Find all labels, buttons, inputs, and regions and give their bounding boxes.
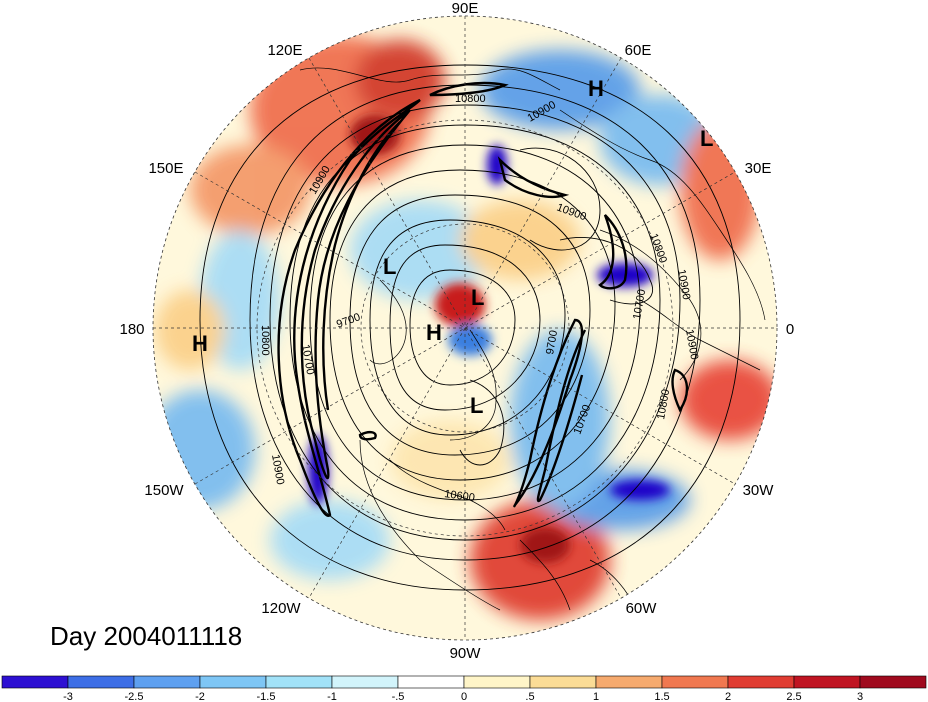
graticule [153, 16, 777, 640]
contour-label: 10900 [675, 268, 692, 300]
colorbar-tick-label: 0 [461, 691, 467, 702]
lon-label-150e: 150E [148, 160, 183, 177]
low-pressure-marker: L [700, 126, 713, 151]
longitude-labels: 90E 60E 30E 0 30W 60W 90W 120W 150W 180 … [119, 0, 794, 662]
lon-label-90e: 90E [452, 0, 479, 17]
low-pressure-marker: L [471, 285, 484, 310]
jet-streaks [277, 81, 689, 517]
colorbar-swatch [199, 675, 267, 689]
contour-label: 10800 [259, 325, 271, 356]
lon-label-0: 0 [786, 321, 794, 338]
lon-label-30w: 30W [743, 482, 775, 499]
colorbar-swatch [859, 675, 927, 689]
contour-label: 10700 [299, 343, 316, 375]
high-pressure-marker: H [192, 331, 208, 356]
lon-label-120w: 120W [261, 600, 301, 617]
contour-label: 10700 [631, 288, 648, 320]
colorbar-swatch [463, 675, 531, 689]
colorbar-swatch [331, 675, 399, 689]
colorbar-tick-label: .5 [525, 691, 534, 702]
day-label: Day 2004011118 [50, 621, 242, 651]
colorbar-tick-label: -.5 [392, 691, 405, 702]
colorbar-tick-label: 2 [725, 691, 731, 702]
colorbar-tick-label: 1 [593, 691, 599, 702]
colorbar-swatch [595, 675, 663, 689]
lon-label-180: 180 [119, 321, 144, 338]
colorbar-swatch [529, 675, 597, 689]
colorbar-swatch [727, 675, 795, 689]
high-pressure-marker: H [588, 76, 604, 101]
lon-label-120e: 120E [267, 42, 302, 59]
contour-label: 10800 [455, 93, 486, 105]
pressure-systems: H L H L L H L [192, 76, 713, 418]
lon-label-150w: 150W [144, 482, 184, 499]
contour-label: 9700 [544, 329, 560, 355]
map-boundary [152, 15, 778, 641]
colorbar-swatch [1, 675, 69, 689]
colorbar-tick-label: -2 [195, 691, 205, 702]
colorbar-tick-label: -3 [63, 691, 73, 702]
contour-label: 10900 [269, 453, 286, 485]
colorbar: -3 -2.5 -2 -1.5 -1 -.5 0 .5 1 1.5 2 2.5 3 [1, 675, 927, 702]
low-pressure-marker: L [383, 254, 396, 279]
colorbar-tick-label: -2.5 [125, 691, 144, 702]
colorbar-tick-label: 3 [857, 691, 863, 702]
lon-label-60w: 60W [626, 600, 658, 617]
contour-label: 10900 [683, 328, 700, 360]
colorbar-tick-label: 1.5 [654, 691, 669, 702]
colorbar-swatch [265, 675, 333, 689]
colorbar-swatch [793, 675, 861, 689]
contour-label: 10600 [444, 488, 476, 504]
colorbar-swatch [67, 675, 135, 689]
colorbar-swatch [661, 675, 729, 689]
colorbar-tick-label: 2.5 [786, 691, 801, 702]
lon-label-60e: 60E [625, 42, 652, 59]
colorbar-tick-label: -1.5 [257, 691, 276, 702]
high-pressure-marker: H [426, 320, 442, 345]
low-pressure-marker: L [470, 393, 483, 418]
lon-label-30e: 30E [745, 160, 772, 177]
contour-label: 10800 [655, 388, 672, 420]
colorbar-swatch [397, 675, 465, 689]
colorbar-tick-label: -1 [327, 691, 337, 702]
colorbar-swatch [133, 675, 201, 689]
lon-label-90w: 90W [450, 645, 482, 662]
